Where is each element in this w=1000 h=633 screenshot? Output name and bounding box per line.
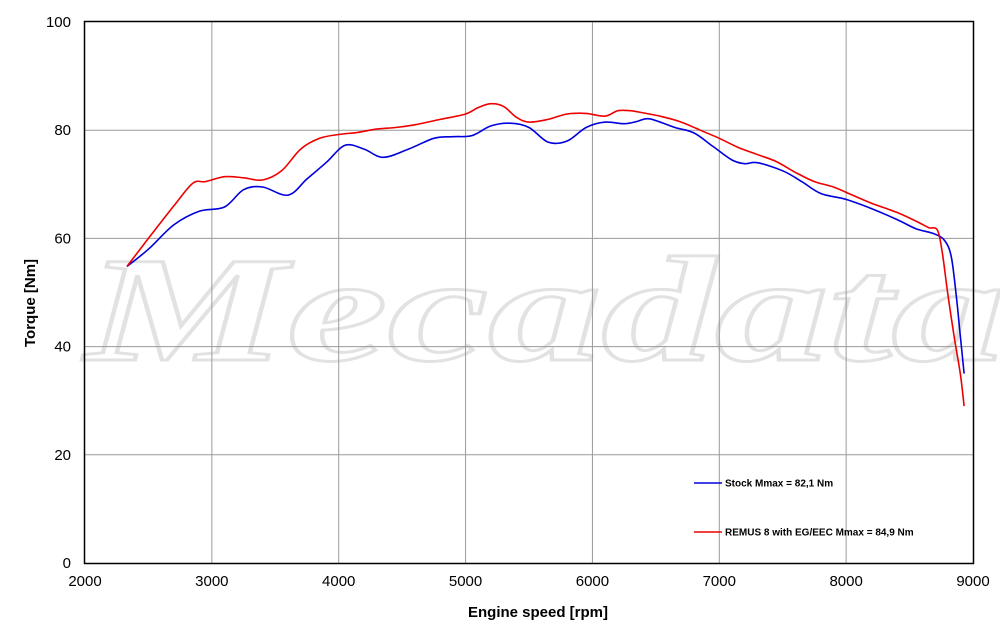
series-lines bbox=[126, 102, 965, 407]
x-axis-title: Engine speed [rpm] bbox=[468, 604, 608, 621]
x-tick-label: 7000 bbox=[703, 573, 736, 590]
x-tick-label: 9000 bbox=[956, 573, 989, 590]
x-tick-label: 6000 bbox=[576, 573, 609, 590]
y-tick-label: 60 bbox=[54, 230, 71, 247]
legend-label-remus: REMUS 8 with EG/EEC Mmax = 84,9 Nm bbox=[725, 528, 914, 539]
grid-lines bbox=[85, 22, 973, 563]
plot-area-frame bbox=[83, 20, 975, 565]
y-tick-label: 0 bbox=[63, 555, 71, 572]
mecadata-watermark: Mecadata bbox=[82, 227, 1000, 393]
remus-series-line bbox=[126, 102, 965, 407]
x-tick-label: 2000 bbox=[68, 573, 101, 590]
x-tick-labels: 2000 3000 4000 5000 6000 7000 8000 9000 bbox=[68, 573, 989, 590]
x-tick-label: 4000 bbox=[322, 573, 355, 590]
legend: Stock Mmax = 82,1 Nm REMUS 8 with EG/EEC … bbox=[694, 479, 914, 539]
y-tick-labels: 0 20 40 60 80 100 bbox=[46, 14, 71, 572]
x-tick-label: 8000 bbox=[829, 573, 862, 590]
x-tick-label: 3000 bbox=[195, 573, 228, 590]
stock-series-line bbox=[126, 117, 965, 374]
y-axis-title: Torque [Nm] bbox=[22, 259, 39, 347]
y-tick-label: 80 bbox=[54, 122, 71, 139]
y-tick-label: 20 bbox=[54, 447, 71, 464]
x-tick-label: 5000 bbox=[449, 573, 482, 590]
legend-label-stock: Stock Mmax = 82,1 Nm bbox=[725, 479, 833, 490]
y-tick-label: 40 bbox=[54, 339, 71, 356]
y-tick-label: 100 bbox=[46, 14, 71, 31]
